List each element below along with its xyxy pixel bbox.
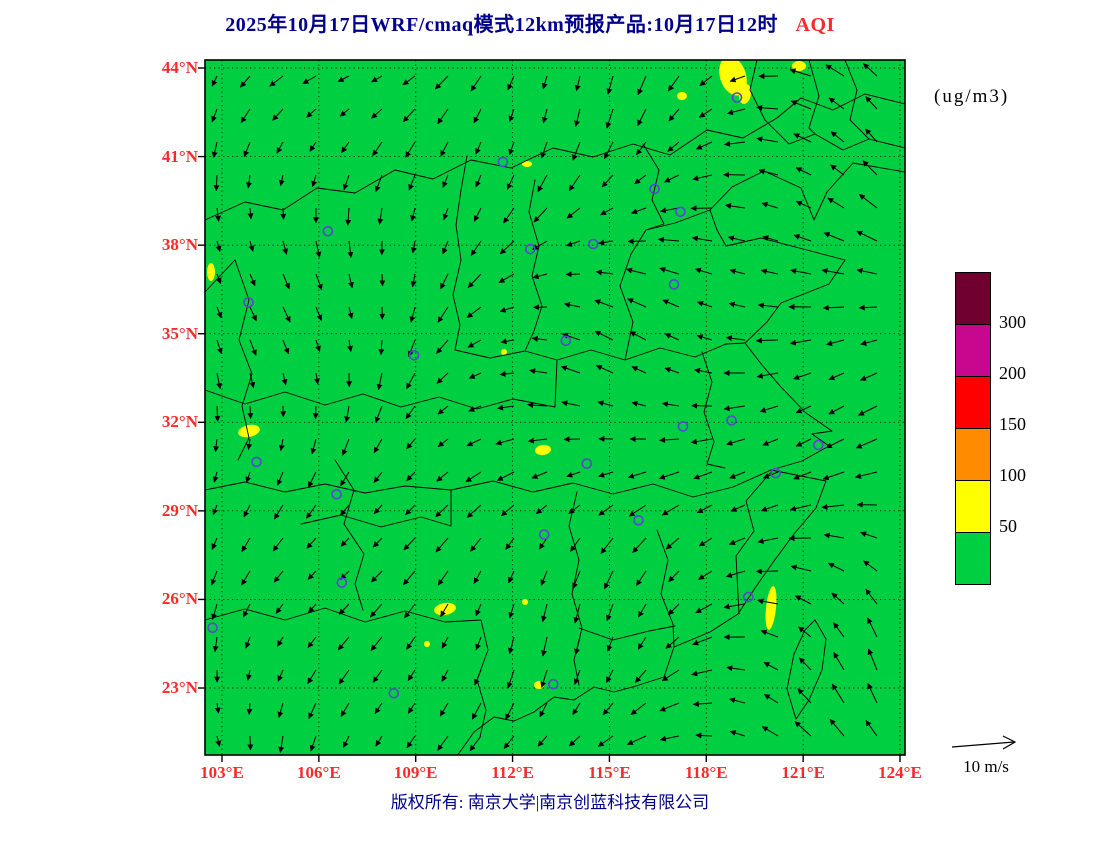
lat-tick-label: 44°N bbox=[161, 58, 198, 77]
lon-tick-label: 106°E bbox=[297, 763, 341, 782]
city-marker bbox=[581, 458, 593, 469]
aqi-exceed-patch bbox=[677, 92, 687, 100]
aqi-exceed-patch bbox=[719, 60, 747, 96]
graticule-grid bbox=[205, 60, 905, 755]
colorbar-segment bbox=[956, 480, 990, 532]
city-marker bbox=[633, 514, 644, 526]
wind-scale-arrow bbox=[951, 735, 1017, 750]
aqi-exceed-patch bbox=[501, 349, 507, 355]
city-marker bbox=[243, 297, 254, 308]
lon-tick-label: 109°E bbox=[393, 763, 438, 782]
lon-tick-label: 112°E bbox=[491, 763, 534, 782]
axis-ticks bbox=[198, 67, 901, 762]
coastline bbox=[457, 162, 905, 755]
city-marker bbox=[497, 156, 509, 168]
city-marker bbox=[675, 206, 686, 218]
city-marker bbox=[726, 415, 737, 426]
lat-tick-label: 35°N bbox=[161, 323, 198, 343]
aqi-exceed-patch bbox=[765, 586, 777, 630]
city-marker bbox=[251, 456, 262, 468]
aqi-colorbar bbox=[955, 272, 991, 585]
aqi-exceed-patch bbox=[238, 424, 260, 438]
city-marker bbox=[336, 577, 348, 588]
city-marker bbox=[388, 687, 400, 699]
lat-tick-label: 29°N bbox=[161, 500, 198, 520]
title-species: AQI bbox=[795, 14, 835, 36]
city-marker bbox=[587, 238, 599, 250]
lat-tick-label: 32°N bbox=[161, 412, 198, 432]
aqi-patches-layer bbox=[207, 60, 806, 689]
lon-tick-label: 115°E bbox=[588, 763, 631, 782]
city-marker bbox=[731, 92, 743, 103]
city-marker bbox=[742, 591, 754, 603]
lat-tick-label: 26°N bbox=[161, 589, 198, 609]
city-marker bbox=[668, 279, 680, 290]
colorbar-tick-label: 100 bbox=[999, 465, 1026, 485]
aqi-exceed-patch bbox=[424, 641, 430, 647]
city-marker bbox=[524, 243, 536, 255]
aqi-exceed-patch bbox=[792, 61, 806, 71]
page-title: 2025年10月17日WRF/cmaq模式12km预报产品:10月17日12时 … bbox=[0, 8, 1060, 37]
colorbar-segment bbox=[956, 376, 990, 428]
forecast-map bbox=[198, 59, 906, 762]
colorbar-segment bbox=[956, 428, 990, 480]
lon-tick-label: 121°E bbox=[781, 763, 825, 782]
aqi-exceed-patch bbox=[207, 263, 215, 281]
colorbar-tick-label: 300 bbox=[999, 312, 1026, 332]
title-main: 2025年10月17日WRF/cmaq模式12km预报产品:10月17日12时 bbox=[225, 14, 779, 36]
wind-scale-label: 10 m/s bbox=[963, 757, 1009, 776]
city-marker bbox=[538, 529, 550, 540]
lat-tick-label: 41°N bbox=[161, 146, 198, 166]
colorbar-segment bbox=[956, 324, 990, 376]
aqi-exceed-patch bbox=[522, 161, 532, 167]
aqi-exceed-patch bbox=[522, 599, 528, 605]
city-marker bbox=[649, 183, 660, 195]
lat-tick-label: 23°N bbox=[161, 678, 198, 697]
city-markers-layer bbox=[207, 92, 824, 699]
city-marker bbox=[207, 622, 218, 634]
city-marker bbox=[547, 678, 559, 690]
lon-tick-label: 118°E bbox=[684, 763, 728, 782]
map-frame bbox=[204, 59, 906, 756]
colorbar-tick-label: 150 bbox=[999, 414, 1026, 434]
colorbar-segments bbox=[956, 273, 990, 584]
colorbar-tick-label: 50 bbox=[999, 516, 1017, 536]
colorbar-segment bbox=[956, 273, 990, 324]
city-marker bbox=[677, 421, 689, 432]
units-label: (ug/m3) bbox=[934, 86, 1010, 107]
map-background bbox=[205, 60, 905, 755]
taiwan-island bbox=[786, 619, 827, 720]
city-marker bbox=[408, 349, 420, 361]
city-marker bbox=[812, 439, 824, 451]
colorbar-tick-label: 200 bbox=[999, 363, 1026, 383]
wind-vectors-layer bbox=[210, 63, 878, 753]
city-marker bbox=[770, 467, 782, 479]
copyright: 版权所有: 南京大学|南京创蓝科技有限公司 bbox=[390, 793, 710, 812]
city-marker bbox=[322, 226, 334, 237]
colorbar-segment bbox=[956, 532, 990, 584]
lon-tick-label: 124°E bbox=[878, 763, 922, 782]
lat-tick-label: 38°N bbox=[161, 235, 198, 255]
city-marker bbox=[560, 335, 572, 347]
lon-tick-label: 103°E bbox=[200, 763, 244, 782]
city-marker bbox=[331, 488, 342, 500]
aqi-exceed-patch bbox=[535, 444, 551, 456]
